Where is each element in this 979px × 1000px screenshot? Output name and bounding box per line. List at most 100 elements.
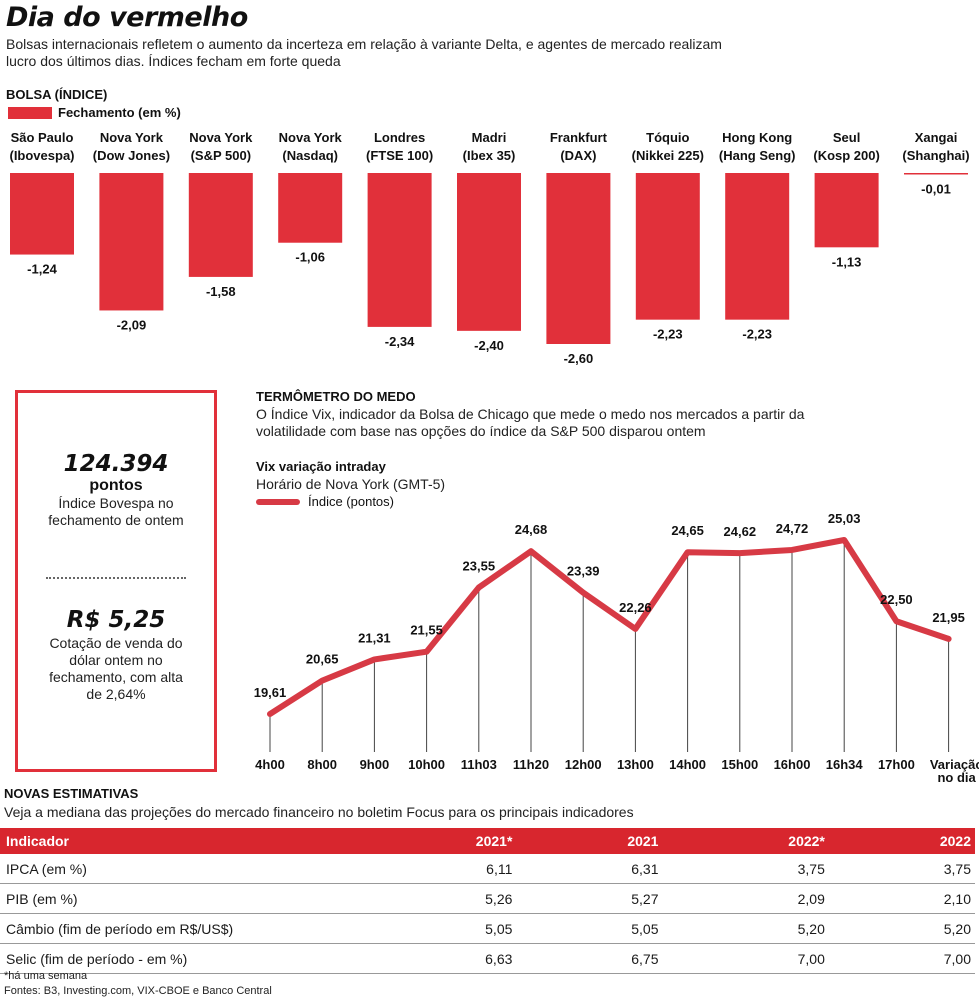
table-cell: 5,20 [662,913,829,944]
table-row: Selic (fim de período - em %) 6,63 6,75 … [0,943,975,974]
bar-legend-label: Fechamento (em %) [58,105,181,120]
bar-value-label: -1,13 [832,254,862,269]
bar-index-label: (Nasdaq) [282,148,338,163]
bar-city-label: Seul [833,130,860,145]
bar-city-label: Tóquio [646,130,689,145]
bar [188,173,253,277]
bar-value-label: -2,23 [653,327,683,342]
bar-legend: Fechamento (em %) [8,105,181,120]
bar [635,173,700,320]
bar [904,173,968,175]
vix-x-label: 4h00 [255,757,285,772]
vix-x-label: no dia [937,770,976,785]
vix-x-label: 15h00 [721,757,758,772]
vix-chart-title: Vix variação intraday [256,459,386,474]
bovespa-unit: pontos [89,477,143,494]
stat-divider [46,577,186,579]
bar-index-label: (DAX) [560,148,596,163]
vix-legend-line [256,498,300,505]
vix-description: O Índice Vix, indicador da Bolsa de Chic… [256,406,805,439]
table-header-row: Indicador 2021* 2021 2022* 2022 [0,828,975,854]
bar-city-label: São Paulo [11,130,74,145]
bar-index-label: (S&P 500) [191,148,251,163]
bar-index-label: (Ibovespa) [9,148,74,163]
bar-value-label: -2,40 [474,338,504,353]
line-chart: 19,61 4h00 20,65 8h00 21,31 9h00 21,55 10h00 23,… [254,511,979,785]
bar-value-label: -2,23 [742,327,772,342]
bar-city-label: Xangai [915,130,958,145]
page-title: Dia do vermelho [6,2,248,33]
vix-value-label: 22,50 [880,592,913,607]
bar-index-label: (Shanghai) [902,148,969,163]
vix-value-label: 24,62 [724,524,757,539]
bar-city-label: Hong Kong [722,130,792,145]
bar-index-label: (FTSE 100) [366,148,433,163]
bar-value-label: -2,09 [117,317,147,332]
bar [10,173,74,255]
table-cell: 3,75 [662,854,829,884]
table-cell: IPCA (em %) [0,854,350,884]
bar-city-label: Londres [374,130,425,145]
vix-value-label: 24,65 [671,523,704,538]
table-row: IPCA (em %) 6,11 6,31 3,75 3,75 [0,854,975,884]
bar [278,173,343,243]
vix-x-label: 12h00 [565,757,602,772]
bar-index-label: (Ibex 35) [463,148,516,163]
estimates-description: Veja a mediana das projeções do mercado … [4,804,634,820]
bar-chart: São Paulo (Ibovespa) -1,24 Nova York (Dow Jo… [9,130,969,366]
col-2022: 2022 [828,828,975,854]
col-2022-prev: 2022* [662,828,829,854]
table-row: Câmbio (fim de período em R$/US$) 5,05 5… [0,913,975,944]
vix-legend-label: Índice (pontos) [308,494,394,509]
vix-value-label: 21,31 [358,630,391,645]
bar [725,173,790,320]
table-cell: 6,63 [350,943,517,974]
bar [367,173,432,327]
dollar-desc: Cotação de venda do dólar ontem no fecha… [49,635,183,702]
bovespa-desc: Índice Bovespa no fechamento de ontem [48,495,184,528]
vix-value-label: 23,39 [567,564,600,579]
bar-city-label: Frankfurt [550,130,608,145]
bar-value-label: -0,01 [921,182,951,197]
vix-section-title: TERMÔMETRO DO MEDO [256,389,416,404]
vix-x-label: 17h00 [878,757,915,772]
bovespa-value: 124.394 [63,451,169,477]
table-cell: Selic (fim de período - em %) [0,943,350,974]
vix-x-label: Variação [930,757,979,772]
vix-x-label: 11h20 [513,757,549,772]
vix-value-label: 24,68 [515,522,548,537]
table-cell: 2,09 [662,883,829,914]
vix-legend: Índice (pontos) [256,494,394,509]
vix-x-label: 16h00 [774,757,811,772]
bar-legend-swatch [8,106,52,119]
vix-x-label: 14h00 [669,757,706,772]
table-cell: 6,31 [516,854,663,884]
bar-value-label: -1,06 [295,250,325,265]
bar-index-label: (Hang Seng) [719,148,796,163]
vix-x-label: 13h00 [617,757,654,772]
table-cell: 5,05 [350,913,517,944]
bar-city-label: Nova York [100,130,164,145]
bar-value-label: -1,24 [27,262,57,277]
vix-series-line [267,537,952,717]
bar-chart-title: BOLSA (ÍNDICE) [6,87,108,102]
table-cell: 2,10 [828,883,975,914]
estimates-title: NOVAS ESTIMATIVAS [4,786,139,801]
vix-value-label: 21,95 [932,610,965,625]
dollar-value: R$ 5,25 [66,607,166,633]
stat-box: 124.394 pontos Índice Bovespa no fechame… [15,390,217,772]
table-cell: 7,00 [828,943,975,974]
vix-x-label: 10h00 [408,757,445,772]
vix-value-label: 22,26 [619,600,652,615]
vix-chart-subtitle: Horário de Nova York (GMT-5) [256,476,446,492]
bar-city-label: Nova York [279,130,343,145]
bar-index-label: (Kosp 200) [813,148,879,163]
bar-index-label: (Dow Jones) [93,148,170,163]
vix-value-label: 24,72 [776,521,809,536]
table-cell: 5,20 [828,913,975,944]
table-cell: 5,27 [516,883,663,914]
vix-x-label: 16h34 [826,757,864,772]
bar-value-label: -1,58 [206,284,236,299]
vix-x-label: 8h00 [307,757,337,772]
footnote: *há uma semana [4,970,88,982]
